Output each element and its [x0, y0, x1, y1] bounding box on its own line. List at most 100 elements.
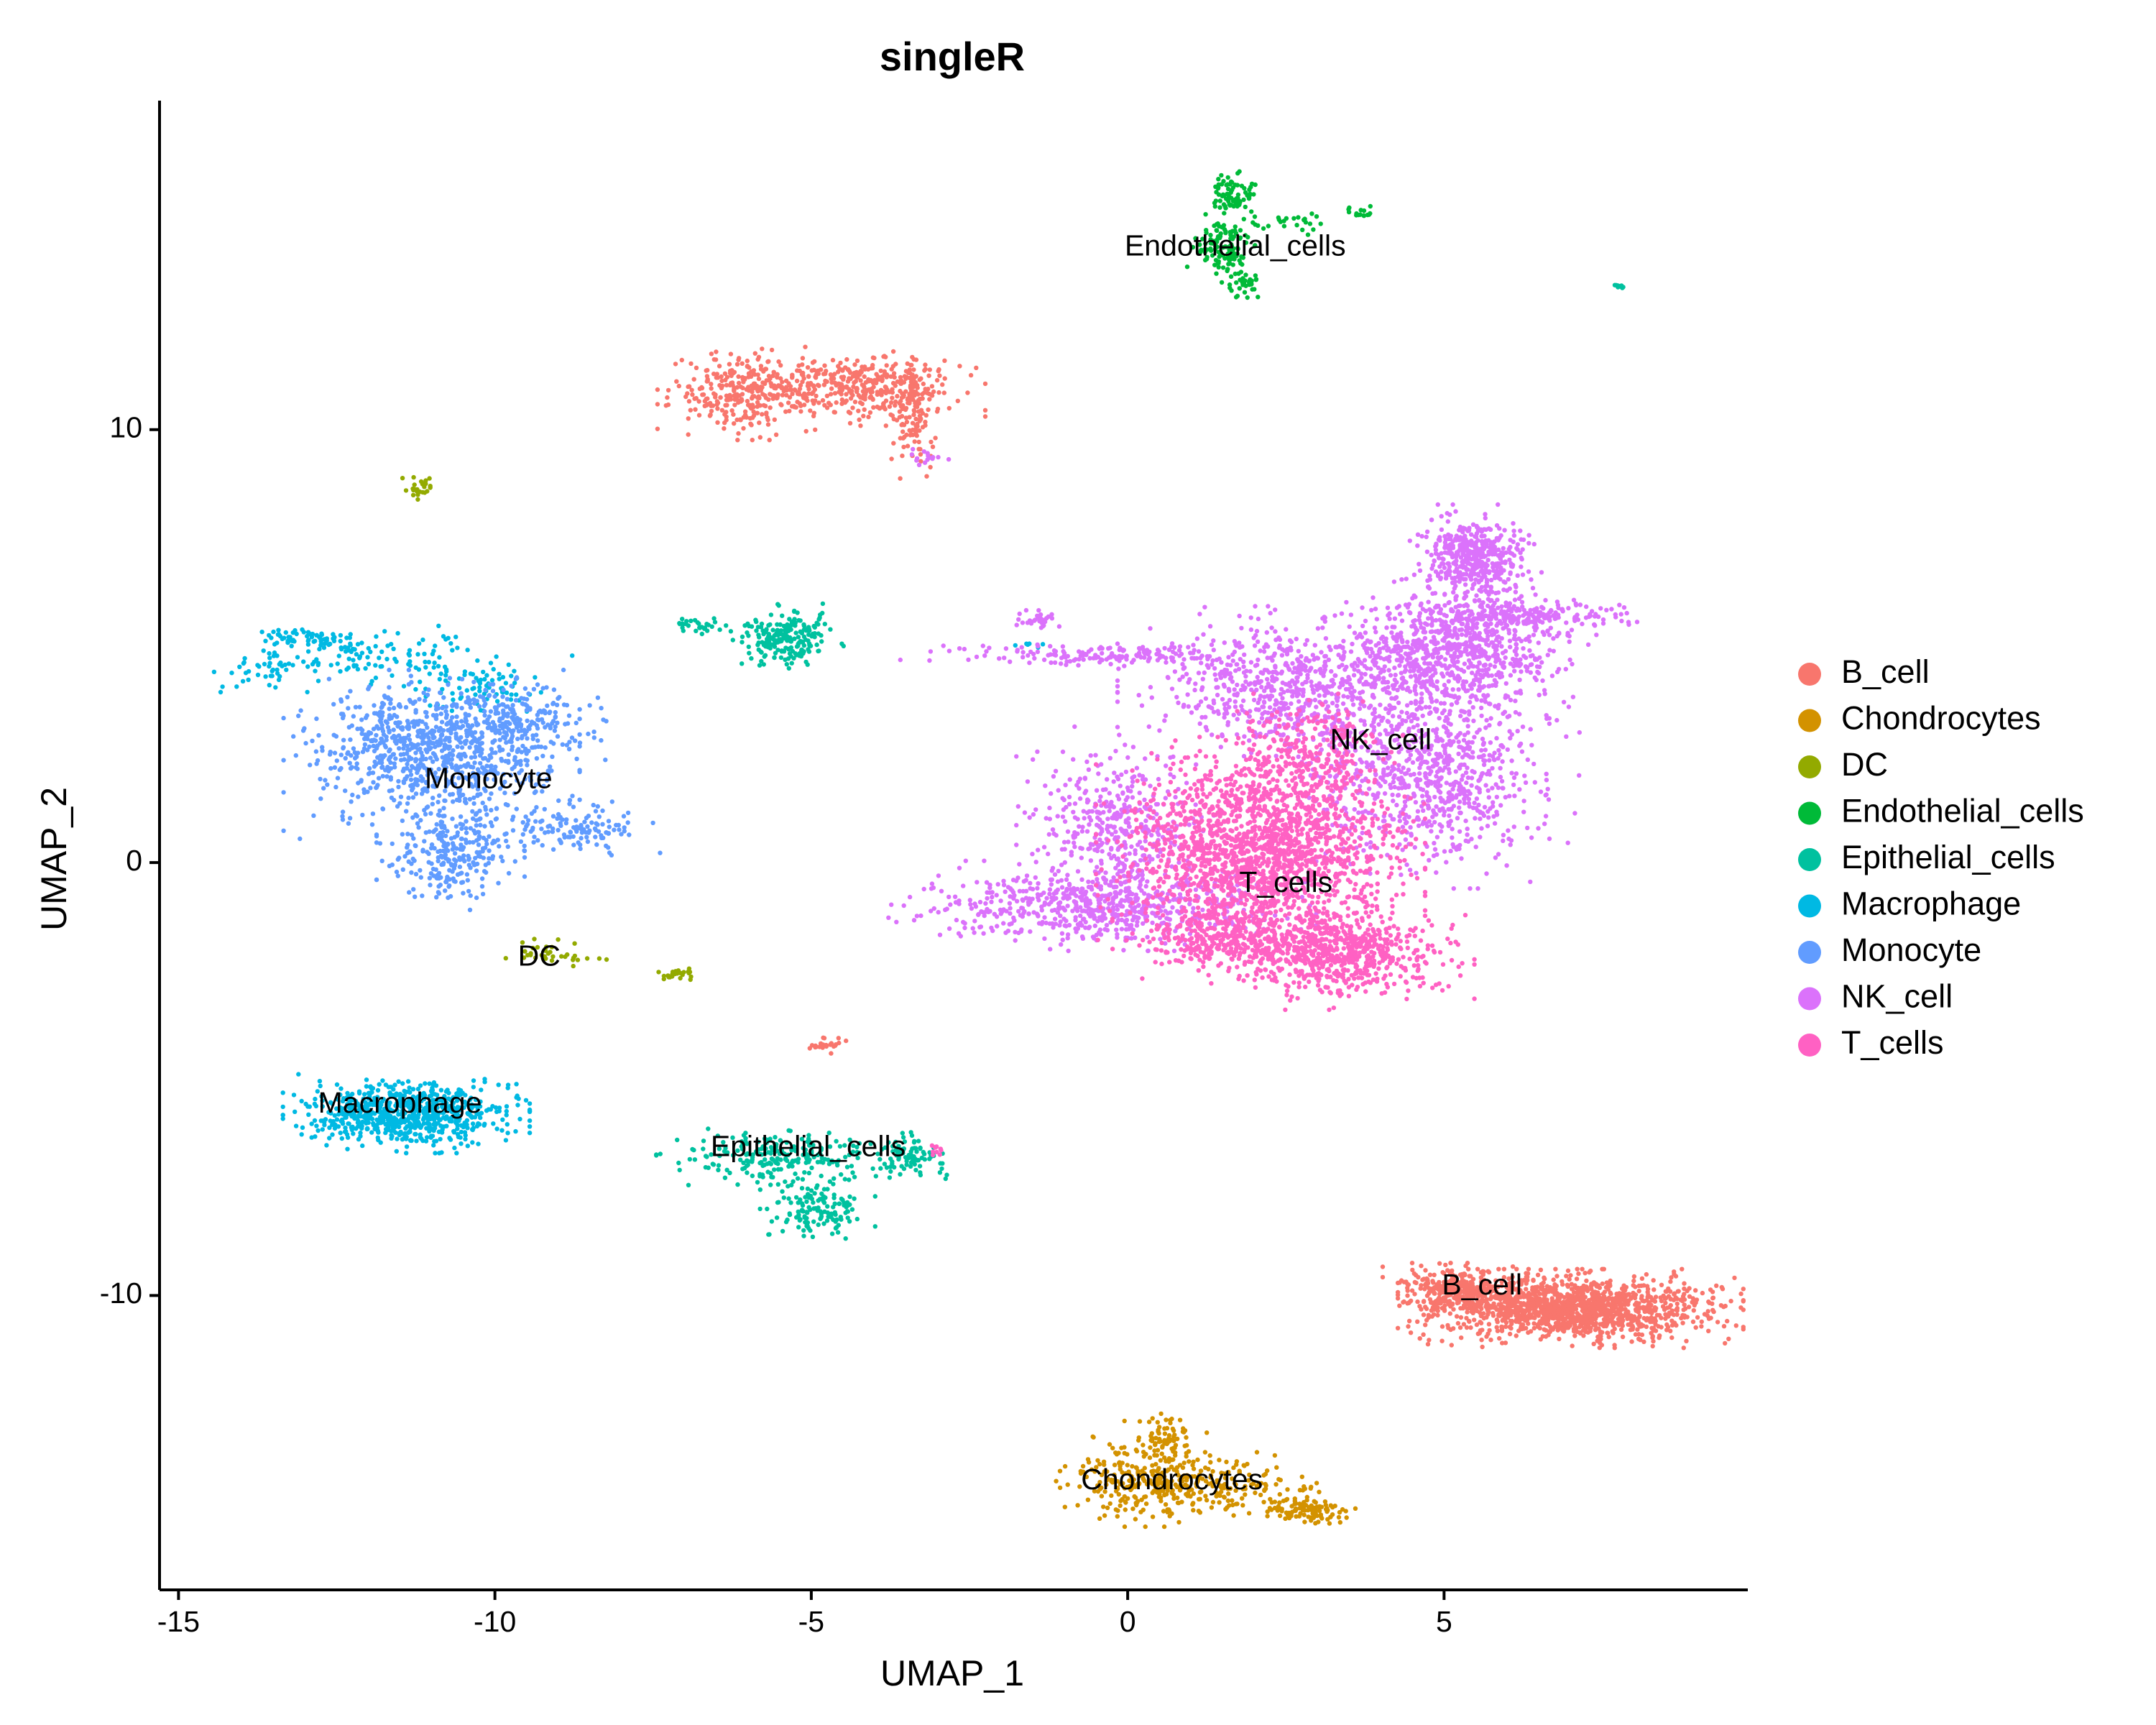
cell-point	[413, 1131, 418, 1137]
cell-point	[778, 363, 783, 368]
cell-point	[1648, 1303, 1653, 1309]
cell-point	[1514, 1300, 1519, 1305]
cell-point	[1409, 1261, 1415, 1266]
cell-point	[1167, 1514, 1172, 1519]
cell-point	[844, 398, 849, 403]
cell-point	[747, 415, 753, 421]
cell-point	[755, 400, 760, 405]
cell-point	[1166, 1432, 1172, 1438]
cell-point	[757, 420, 762, 426]
cell-point	[803, 428, 808, 434]
cell-point	[1600, 1299, 1606, 1304]
cell-point	[1122, 1450, 1127, 1456]
cell-point	[1203, 212, 1208, 217]
cell-point	[804, 1215, 809, 1221]
cell-point	[907, 392, 912, 397]
cell-point	[828, 627, 833, 632]
cell-point	[833, 1212, 838, 1218]
cell-point	[770, 627, 775, 632]
cell-point	[1491, 1301, 1496, 1306]
cell-point	[676, 383, 681, 389]
cell-point	[745, 398, 750, 404]
cell-point	[1302, 1519, 1307, 1524]
cell-point	[1602, 1302, 1607, 1308]
cell-point	[1225, 267, 1230, 272]
cell-point	[769, 1219, 775, 1224]
cell-point	[772, 417, 778, 423]
cell-point	[1567, 1276, 1572, 1282]
cell-point	[291, 1092, 297, 1098]
cell-point	[701, 1146, 706, 1151]
cell-point	[1542, 1275, 1547, 1280]
cell-point	[523, 1098, 529, 1103]
cell-point	[318, 635, 323, 641]
cell-point	[1265, 1509, 1270, 1514]
cell-point	[1439, 1338, 1445, 1343]
cell-point	[829, 1041, 834, 1046]
cell-point	[897, 415, 903, 420]
cell-point	[752, 351, 758, 356]
cell-point	[1276, 215, 1281, 220]
cell-point	[1620, 285, 1625, 290]
cell-point	[796, 1225, 801, 1230]
cell-point	[1640, 1298, 1645, 1303]
cell-point	[1590, 1309, 1595, 1314]
chart-title: singleR	[880, 34, 1025, 79]
cell-point	[805, 662, 810, 667]
cell-point	[801, 1209, 806, 1214]
cell-point	[1508, 1312, 1514, 1318]
cell-point	[1598, 1312, 1603, 1317]
cell-point	[1118, 1503, 1123, 1508]
cell-point	[806, 627, 812, 632]
cell-point	[673, 362, 678, 367]
cell-point	[1272, 1453, 1278, 1458]
cell-point	[1427, 1287, 1432, 1292]
cell-point	[1235, 293, 1240, 298]
cell-point	[887, 1175, 893, 1180]
cell-point	[786, 400, 791, 405]
cell-point	[881, 404, 887, 410]
cell-point	[1575, 1266, 1580, 1271]
cell-point	[1410, 1267, 1415, 1273]
cell-point	[1300, 1508, 1306, 1513]
cell-point	[1537, 1319, 1542, 1324]
cell-point	[1219, 182, 1225, 187]
cell-point	[665, 395, 670, 400]
cell-point	[463, 1133, 468, 1138]
cell-point	[1455, 1320, 1461, 1326]
cell-point	[1593, 1320, 1598, 1326]
cell-point	[1468, 1325, 1473, 1330]
cell-point	[724, 623, 729, 628]
cell-point	[913, 1167, 918, 1173]
cell-point	[727, 370, 733, 376]
cell-point	[1494, 1325, 1499, 1330]
cell-point	[1220, 193, 1225, 198]
cell-point	[965, 390, 970, 395]
cell-point	[1651, 1278, 1656, 1283]
cell-point	[455, 1123, 460, 1128]
cell-point	[1594, 1314, 1599, 1319]
cell-point	[1221, 223, 1227, 228]
cell-point	[1741, 1307, 1746, 1312]
cell-point	[759, 650, 764, 655]
cell-point	[517, 1116, 522, 1122]
cell-point	[1556, 1309, 1561, 1314]
cell-point	[1173, 1450, 1178, 1455]
cell-point	[1741, 1299, 1746, 1304]
cell-point	[875, 390, 880, 395]
cell-point	[764, 627, 769, 632]
cell-point	[791, 656, 796, 661]
cell-point	[686, 432, 691, 437]
cell-point	[1659, 1282, 1664, 1288]
cell-point	[1317, 1489, 1322, 1494]
cell-point	[1281, 224, 1287, 229]
cell-point	[1571, 1318, 1577, 1323]
cell-point	[860, 401, 865, 407]
cell-point	[757, 663, 763, 668]
cell-point	[676, 1160, 681, 1166]
cell-point	[1674, 1301, 1680, 1307]
cell-point	[1225, 1498, 1231, 1504]
cell-point	[766, 397, 771, 402]
cell-point	[1173, 1443, 1179, 1448]
cell-point	[684, 619, 689, 624]
